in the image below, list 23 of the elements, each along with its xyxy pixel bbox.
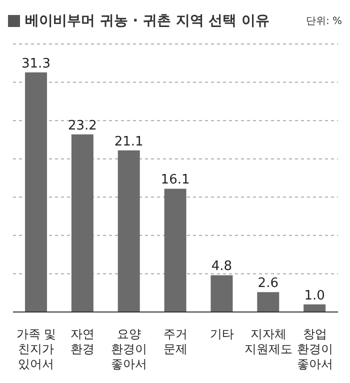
bar bbox=[25, 72, 47, 312]
chart-title: 베이비부머 귀농 · 귀촌 지역 선택 이유 bbox=[25, 12, 270, 30]
data-label: 21.1 bbox=[114, 134, 144, 150]
text: 단위: % bbox=[306, 15, 342, 28]
bar bbox=[304, 304, 326, 312]
x-tick-label: 지자체 지원제도 bbox=[244, 327, 292, 356]
data-label: 31.3 bbox=[22, 56, 50, 72]
bar bbox=[118, 150, 140, 312]
x-tick-label: 창업 환경이 좋아서 bbox=[296, 327, 333, 371]
bar bbox=[164, 188, 186, 312]
x-tick-label: 가족 및 친지가 있어서 bbox=[16, 327, 56, 371]
data-label: 16.1 bbox=[160, 172, 190, 188]
bar bbox=[210, 275, 233, 312]
data-label: 23.2 bbox=[68, 118, 97, 134]
x-tick-label: 기타 bbox=[210, 327, 234, 341]
bar bbox=[257, 292, 280, 312]
x-tick-label: 자연 환경 bbox=[70, 327, 95, 356]
data-label: 2.6 bbox=[258, 276, 278, 292]
bar bbox=[71, 134, 94, 312]
x-tick-label: 요양 환경이 좋아서 bbox=[111, 327, 148, 371]
data-label: 4.8 bbox=[211, 259, 232, 274]
x-tick-label: 주거 문제 bbox=[164, 327, 188, 356]
data-label: 1.0 bbox=[304, 288, 325, 304]
